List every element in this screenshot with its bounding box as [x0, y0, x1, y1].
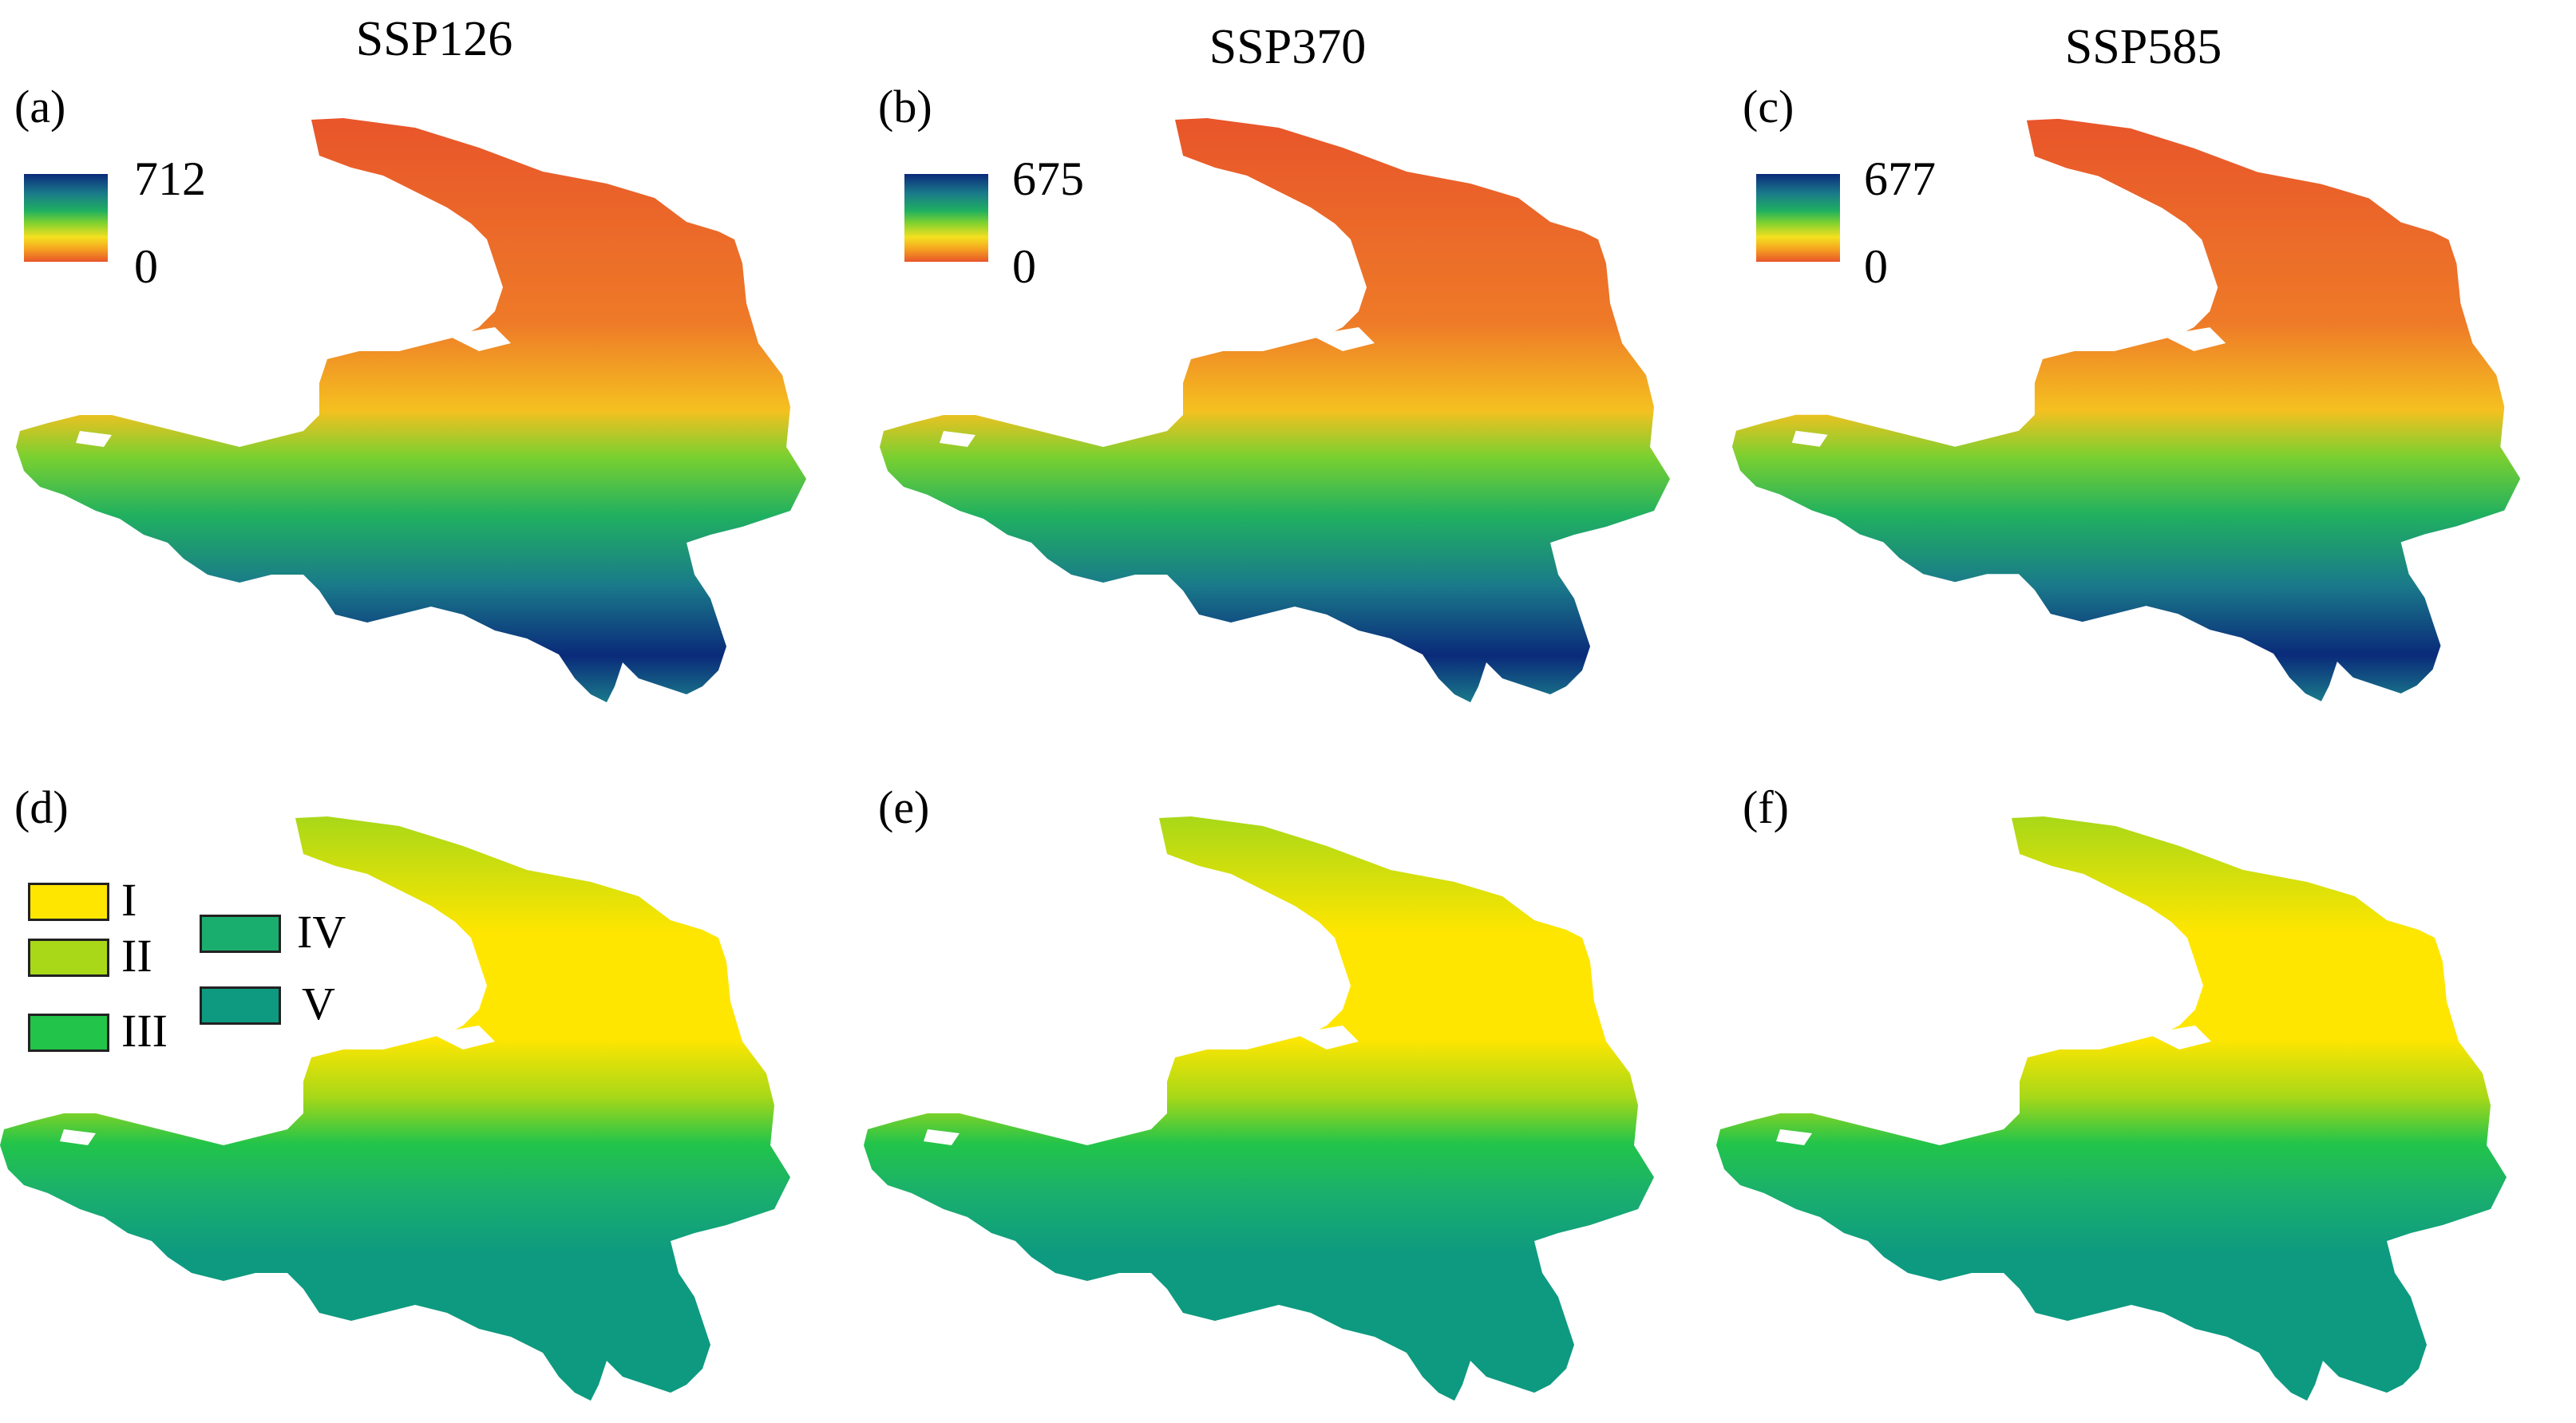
colorbar-b-max: 675 [1012, 152, 1084, 205]
map-e-ssp370 [864, 816, 1654, 1401]
colorbar-a-max: 712 [134, 152, 206, 205]
panel-label-d: (d) [14, 781, 69, 833]
panel-label-e: (e) [878, 781, 930, 833]
legend-label-iii: III [121, 1005, 168, 1057]
legend-swatch-i [28, 883, 109, 921]
map-b-ssp370 [880, 118, 1670, 702]
colorbar-c [1756, 174, 1840, 262]
colorbar-c-max: 677 [1864, 152, 1936, 205]
panel-label-a: (a) [14, 81, 66, 132]
panel-label-b: (b) [878, 81, 932, 132]
legend-label-i: I [121, 874, 137, 926]
legend-label-ii: II [121, 930, 152, 982]
column-title-ssp370: SSP370 [1209, 20, 1367, 74]
legend-swatch-iii [28, 1014, 109, 1052]
colorbar-a-min: 0 [134, 240, 158, 293]
legend-swatch-iv [200, 915, 281, 953]
colorbar-b [904, 174, 988, 262]
colorbar-c-min: 0 [1864, 240, 1888, 293]
legend-label-iv: IV [297, 906, 346, 958]
colorbar-a [24, 174, 108, 262]
map-c-ssp585 [1731, 118, 2521, 702]
panel-label-c: (c) [1743, 81, 1794, 132]
map-f-ssp585 [1716, 816, 2507, 1401]
column-title-ssp126: SSP126 [355, 12, 513, 66]
colorbar-b-min: 0 [1012, 240, 1036, 293]
panel-label-f: (f) [1743, 781, 1789, 833]
map-a-ssp126 [16, 118, 806, 702]
legend-swatch-v [200, 986, 281, 1025]
legend-swatch-ii [28, 939, 109, 977]
legend-label-v: V [302, 978, 335, 1030]
column-title-ssp585: SSP585 [2064, 20, 2222, 74]
map-d-ssp126 [0, 816, 790, 1401]
